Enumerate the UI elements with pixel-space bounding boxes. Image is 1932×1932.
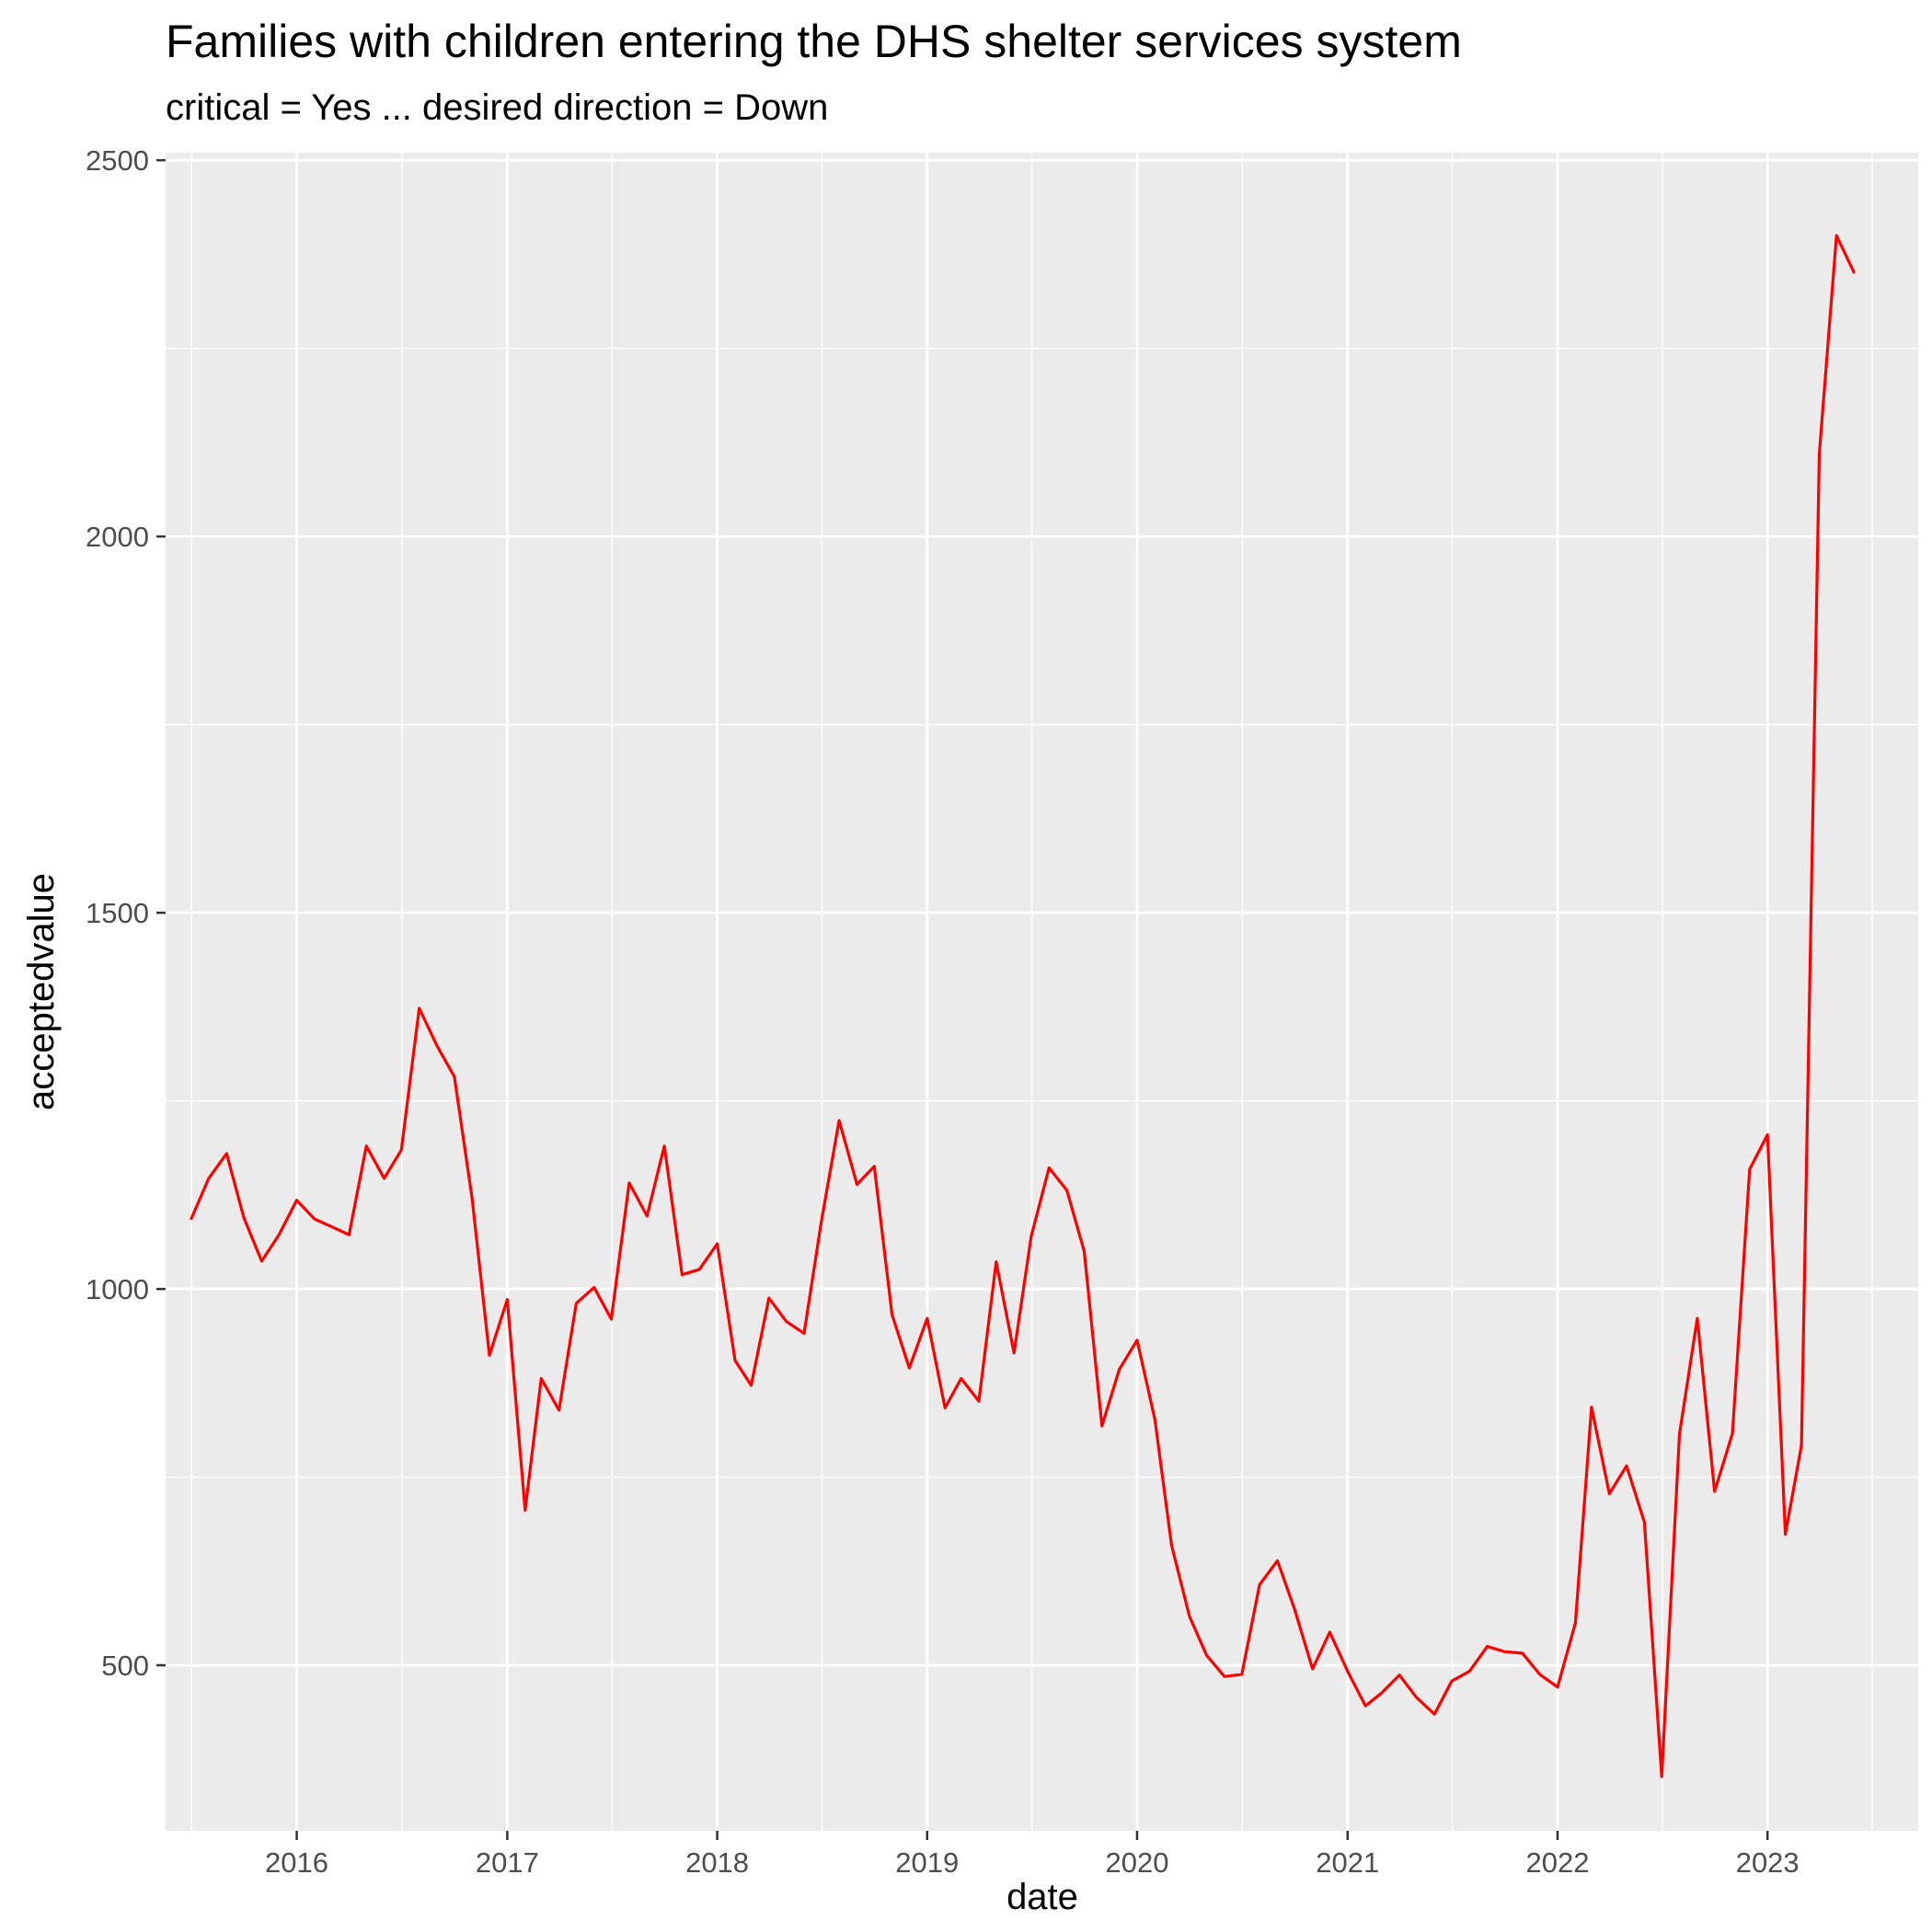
chart-title: Families with children entering the DHS …: [166, 16, 1462, 67]
series-line: [190, 234, 1857, 1778]
minor-gridlines: [166, 153, 1918, 1831]
x-tick-label: 2023: [1736, 1846, 1800, 1879]
plot-panel: [166, 153, 1918, 1831]
x-axis-title: date: [1006, 1877, 1078, 1917]
x-tick-label: 2018: [685, 1846, 749, 1879]
major-gridlines: [166, 153, 1918, 1831]
y-axis-title: acceptedvalue: [21, 873, 62, 1110]
chart-subtitle: critical = Yes ... desired direction = D…: [166, 87, 828, 128]
x-tick-label: 2021: [1316, 1846, 1379, 1879]
x-tick-label: 2016: [265, 1846, 328, 1879]
series-layer: [190, 234, 1857, 1778]
y-tick-label: 1500: [86, 897, 149, 929]
y-tick-label: 1000: [86, 1273, 149, 1305]
x-tick-label: 2017: [476, 1846, 539, 1879]
y-tick-label: 500: [101, 1650, 149, 1682]
x-tick-label: 2022: [1526, 1846, 1590, 1879]
y-axis: 500 1000 1500 2000 2500: [86, 144, 166, 1682]
y-tick-label: 2500: [86, 144, 149, 177]
x-axis: 2016 2017 2018 2019 2020 2021 2022 2023: [265, 1831, 1800, 1879]
x-tick-label: 2020: [1105, 1846, 1168, 1879]
x-tick-label: 2019: [895, 1846, 959, 1879]
y-tick-label: 2000: [86, 521, 149, 553]
